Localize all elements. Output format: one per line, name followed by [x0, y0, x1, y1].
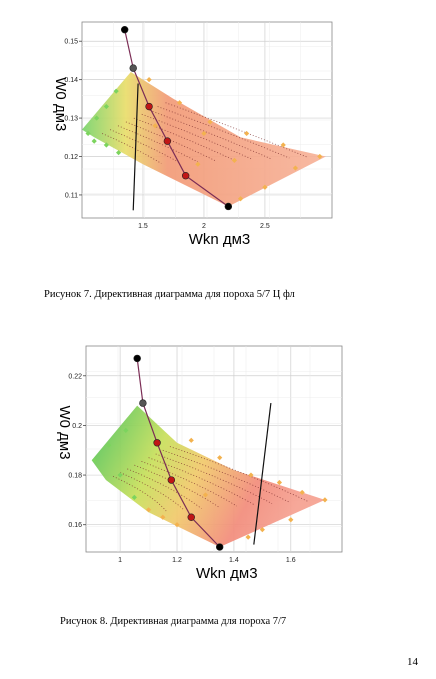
edge-point-1: [94, 115, 100, 121]
edge-point-0: [91, 457, 98, 463]
edge-point-15: [91, 138, 97, 144]
edge-point-16: [201, 130, 207, 137]
edge-point-6: [207, 119, 213, 125]
key-point-5: [215, 543, 224, 551]
key-point-2: [153, 439, 161, 447]
key-point-2: [145, 102, 153, 111]
edge-point-12: [237, 196, 244, 202]
y-tick-label-2: 0.13: [64, 116, 78, 123]
y-tick-label-1: 0.18: [68, 473, 82, 480]
x-axis-label: Wkn дм3: [196, 565, 258, 582]
key-point-0: [120, 25, 129, 34]
key-point-3: [167, 476, 176, 484]
contour-line-3: [125, 121, 217, 162]
x-tick-label-2: 1.4: [229, 557, 239, 564]
chart-figure-7: 1.5 2 2.5 0.11 0.12 0.13 0.14 0.15 Wkn дм3 W0 дм3: [52, 21, 333, 248]
edge-point-3: [113, 88, 119, 94]
page-number: 14: [407, 656, 418, 668]
edge-point-0: [85, 130, 91, 137]
edge-point-14: [245, 534, 251, 540]
contour-line-7: [157, 106, 290, 159]
y-tick-label-3: 0.14: [64, 77, 78, 84]
edge-point-19: [195, 161, 201, 167]
edge-point-2: [103, 103, 109, 110]
x-tick-label-0: 1.5: [138, 223, 148, 230]
optimal-trajectory: [136, 358, 221, 548]
contour-line-7: [162, 449, 290, 503]
edge-point-7: [244, 130, 250, 137]
edge-point-12: [288, 517, 294, 523]
edge-point-10: [292, 165, 299, 171]
key-point-4: [181, 172, 190, 180]
edge-point-10: [299, 489, 305, 496]
edge-point-17: [231, 157, 238, 163]
contour-line-5: [148, 457, 255, 506]
x-tick-label-3: 1.6: [286, 557, 296, 564]
edge-point-5: [176, 100, 183, 106]
y-tick-label-0: 0.16: [68, 522, 82, 529]
contour-line-4: [133, 117, 235, 161]
edge-point-4: [131, 494, 137, 500]
contour-line-4: [141, 461, 237, 507]
feasible-region: [82, 72, 326, 207]
contour-line-8: [169, 446, 308, 502]
edge-point-16: [160, 514, 166, 520]
y-axis-label: W0 дм3: [56, 405, 73, 459]
chart-figure-8: 1 1.2 1.4 1.6 0.16 0.18 0.2 0.22 Wkn дм3 W0 дм3: [56, 345, 343, 582]
edge-point-15: [174, 522, 180, 528]
contour-line-0: [101, 133, 162, 164]
edge-point-9: [317, 153, 323, 160]
y-tick-label-3: 0.22: [68, 373, 82, 380]
x-tick-label-1: 1.2: [172, 557, 182, 564]
edge-point-13: [259, 527, 265, 533]
edge-point-5: [145, 507, 152, 513]
contour-line-8: [165, 102, 308, 158]
edge-point-1: [106, 442, 112, 448]
edge-point-14: [103, 142, 109, 148]
edge-point-17: [202, 492, 209, 498]
contour-line-2: [127, 468, 202, 509]
y-tick-label-2: 0.2: [72, 423, 82, 430]
edge-point-11: [322, 497, 328, 503]
contour-line-6: [149, 110, 272, 160]
contour-line-0: [112, 475, 167, 512]
figure-8-caption: Рисунок 8. Директивная диаграмма для пор…: [60, 616, 287, 627]
optimal-trajectory: [124, 29, 229, 207]
edge-point-11: [262, 184, 268, 190]
edge-point-13: [115, 150, 122, 156]
y-tick-label-0: 0.11: [65, 192, 78, 199]
feasible-region: [91, 405, 325, 547]
x-axis-label: Wkn дм3: [189, 231, 251, 248]
y-tick-label-4: 0.15: [64, 39, 78, 46]
edge-point-2: [123, 427, 129, 433]
key-point-5: [224, 202, 233, 211]
key-point-1: [139, 399, 147, 407]
key-point-0: [133, 354, 141, 363]
edge-point-8: [248, 472, 254, 478]
edge-point-6: [188, 437, 194, 443]
x-tick-label-0: 1: [118, 557, 122, 564]
edge-point-8: [280, 142, 286, 148]
contour-line-6: [155, 453, 273, 504]
x-tick-label-1: 2: [202, 223, 206, 230]
y-tick-label-1: 0.12: [64, 154, 78, 161]
contour-line-2: [117, 125, 199, 163]
constraint-line: [253, 403, 272, 545]
x-tick-label-2: 2.5: [260, 223, 270, 230]
figure-7-caption: Рисунок 7. Директивная диаграмма для пор…: [44, 289, 295, 300]
constraint-line: [132, 83, 139, 211]
key-point-1: [129, 64, 137, 72]
y-axis-label: W0 дм3: [52, 77, 69, 131]
edge-point-4: [146, 77, 152, 83]
edge-point-3: [117, 472, 123, 478]
key-point-4: [187, 513, 195, 521]
edge-point-7: [217, 455, 223, 461]
edge-point-9: [276, 479, 283, 486]
edge-point-18: [152, 123, 158, 129]
key-point-3: [163, 137, 172, 145]
